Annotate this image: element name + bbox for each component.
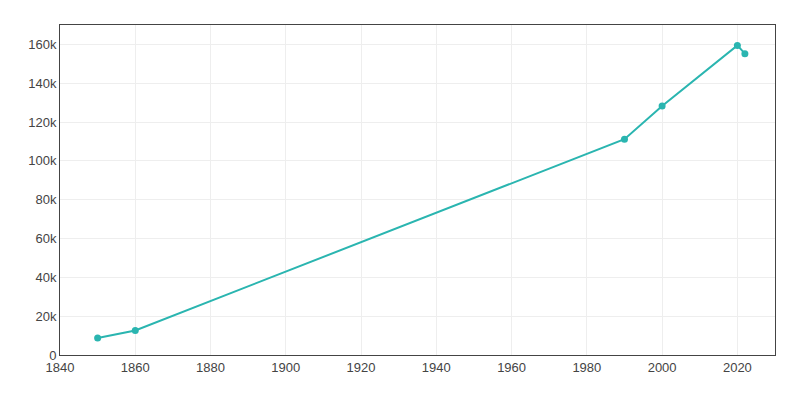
- svg-text:0: 0: [49, 348, 56, 363]
- svg-text:1840: 1840: [46, 360, 75, 375]
- svg-text:120k: 120k: [28, 115, 57, 130]
- svg-text:1940: 1940: [422, 360, 451, 375]
- svg-text:1860: 1860: [121, 360, 150, 375]
- svg-text:100k: 100k: [28, 153, 57, 168]
- svg-text:1920: 1920: [347, 360, 376, 375]
- svg-text:1880: 1880: [196, 360, 225, 375]
- svg-text:40k: 40k: [35, 270, 56, 285]
- svg-text:1980: 1980: [572, 360, 601, 375]
- svg-text:60k: 60k: [35, 231, 56, 246]
- svg-text:2000: 2000: [648, 360, 677, 375]
- svg-text:1960: 1960: [497, 360, 526, 375]
- svg-text:2020: 2020: [723, 360, 752, 375]
- svg-text:160k: 160k: [28, 37, 57, 52]
- svg-text:140k: 140k: [28, 76, 57, 91]
- svg-text:80k: 80k: [35, 192, 56, 207]
- svg-text:20k: 20k: [35, 309, 56, 324]
- svg-text:1900: 1900: [271, 360, 300, 375]
